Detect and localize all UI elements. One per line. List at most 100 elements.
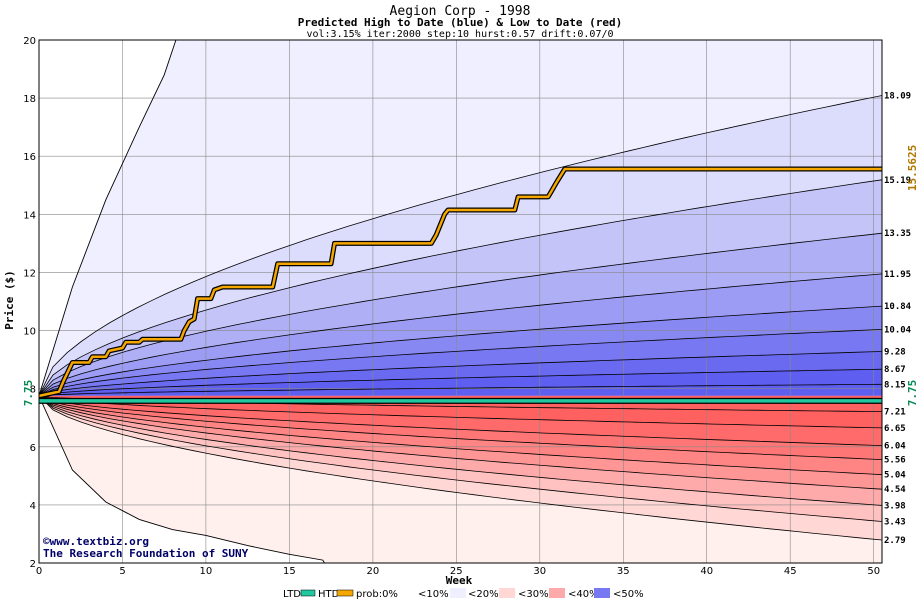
band-boundary-7 [38,368,883,397]
band-boundary-4 [38,305,883,397]
ltd-end-label: 7.75 [906,380,919,407]
blue-band-8 [39,369,882,396]
right-label-1: 15.19 [884,176,911,186]
x-tick-20: 20 [367,566,380,577]
y-tick-16: 16 [23,152,36,163]
legend-30-text: <30% [518,589,549,600]
right-label-5: 10.04 [884,325,912,335]
right-label-6: 9.28 [884,348,906,358]
red-band-1 [39,395,882,540]
red-band-4 [39,395,882,490]
band-boundary-16 [38,395,883,522]
outer-lower-curve [38,395,325,564]
x-tick-35: 35 [617,566,630,577]
chart-subtitle: Predicted High to Date (blue) & Low to D… [298,16,623,29]
x-tick-45: 45 [784,566,797,577]
right-label-11: 6.04 [884,442,906,452]
x-tick-5: 5 [119,566,125,577]
x-tick-30: 30 [533,566,546,577]
y-tick-6: 6 [30,443,36,454]
y-tick-14: 14 [23,210,36,221]
blue-band-3 [39,233,882,396]
right-label-12: 5.56 [884,456,906,466]
legend-ltd-text: LTD [283,589,301,600]
right-value-labels: 18.09 15.19 13.35 11.95 10.84 10.04 9.28 8.67 8.… [884,92,912,547]
series-lines [38,166,882,404]
right-label-2: 13.35 [884,229,911,239]
htd-end-label: 15.5625 [906,145,919,191]
legend-htd-text: HTD [318,589,340,600]
right-label-4: 10.84 [884,302,912,312]
legend-50-text: <50% [613,589,644,600]
y-tick-4: 4 [30,501,36,512]
right-label-14: 4.54 [884,485,906,495]
x-tick-0: 0 [36,566,42,577]
band-boundary-3 [38,273,883,397]
band-boundary-11 [38,395,883,446]
band-boundary-15 [38,395,883,506]
right-label-8: 8.15 [884,380,906,390]
red-band-5 [39,395,882,475]
x-tick-40: 40 [700,566,713,577]
right-label-9: 7.21 [884,408,906,418]
credit-line-1: ©www.textbiz.org [43,535,149,548]
y-tick-20: 20 [23,36,36,47]
band-boundary-14 [38,395,883,490]
red-band-7 [39,395,882,446]
x-tick-labels: 0 5 10 15 20 25 30 35 40 45 50 [36,566,880,577]
legend-10-swatch [450,588,466,598]
y-axis-label: Price ($) [3,270,16,330]
band-boundary-12 [38,395,883,460]
x-tick-25: 25 [450,566,463,577]
band-boundary-5 [38,329,883,397]
start-price-label: 7.75 [22,380,35,407]
red-band-0 [39,395,882,563]
blue-band-2 [39,179,882,396]
band-boundary-0 [38,95,883,397]
right-label-0: 18.09 [884,92,911,102]
legend-prob-text: prob:0% [356,589,398,600]
band-boundary-10 [38,395,883,429]
credit-line-2: The Research Foundation of SUNY [43,547,249,560]
band-boundary-8 [38,383,883,397]
legend-40-swatch [594,588,610,598]
blue-band-6 [39,329,882,396]
y-tick-8: 8 [30,385,36,396]
legend-30-swatch [549,588,565,598]
legend-20-text: <20% [468,589,499,600]
htd-line [38,167,882,398]
band-boundary-6 [38,351,883,397]
right-label-15: 3.98 [884,502,906,512]
chart-params: vol:3.15% iter:2000 step:10 hurst:0.57 d… [306,29,613,40]
right-label-10: 6.65 [884,424,906,434]
right-label-3: 11.95 [884,270,911,280]
right-label-17: 2.79 [884,536,906,546]
red-band-2 [39,395,882,522]
red-band-3 [39,395,882,506]
legend-40-text: <40% [568,589,599,600]
x-tick-15: 15 [283,566,296,577]
blue-band-0 [39,40,882,396]
blue-band-7 [39,351,882,396]
y-tick-2: 2 [30,559,36,570]
outer-upper-curve [38,39,177,397]
blue-band-4 [39,273,882,396]
legend: LTD HTD prob:0% <10% <20% <30% <40% <50% [283,588,644,600]
right-label-13: 5.04 [884,471,906,481]
plot-border [38,39,883,564]
right-label-7: 8.67 [884,365,906,375]
legend-20-swatch [499,588,515,598]
x-axis-label: Week [446,574,473,587]
y-tick-10: 10 [23,327,36,338]
blue-band-9 [39,384,882,396]
legend-10-text: <10% [418,589,449,600]
band-boundary-1 [38,179,883,397]
legend-ltd-swatch [300,589,316,597]
y-tick-12: 12 [23,268,36,279]
band-boundary-lines [38,39,883,564]
legend-0-swatch [398,588,414,598]
chart-title: Aegion Corp - 1998 [390,4,531,19]
red-band-6 [39,395,882,460]
band-boundary-13 [38,395,883,476]
